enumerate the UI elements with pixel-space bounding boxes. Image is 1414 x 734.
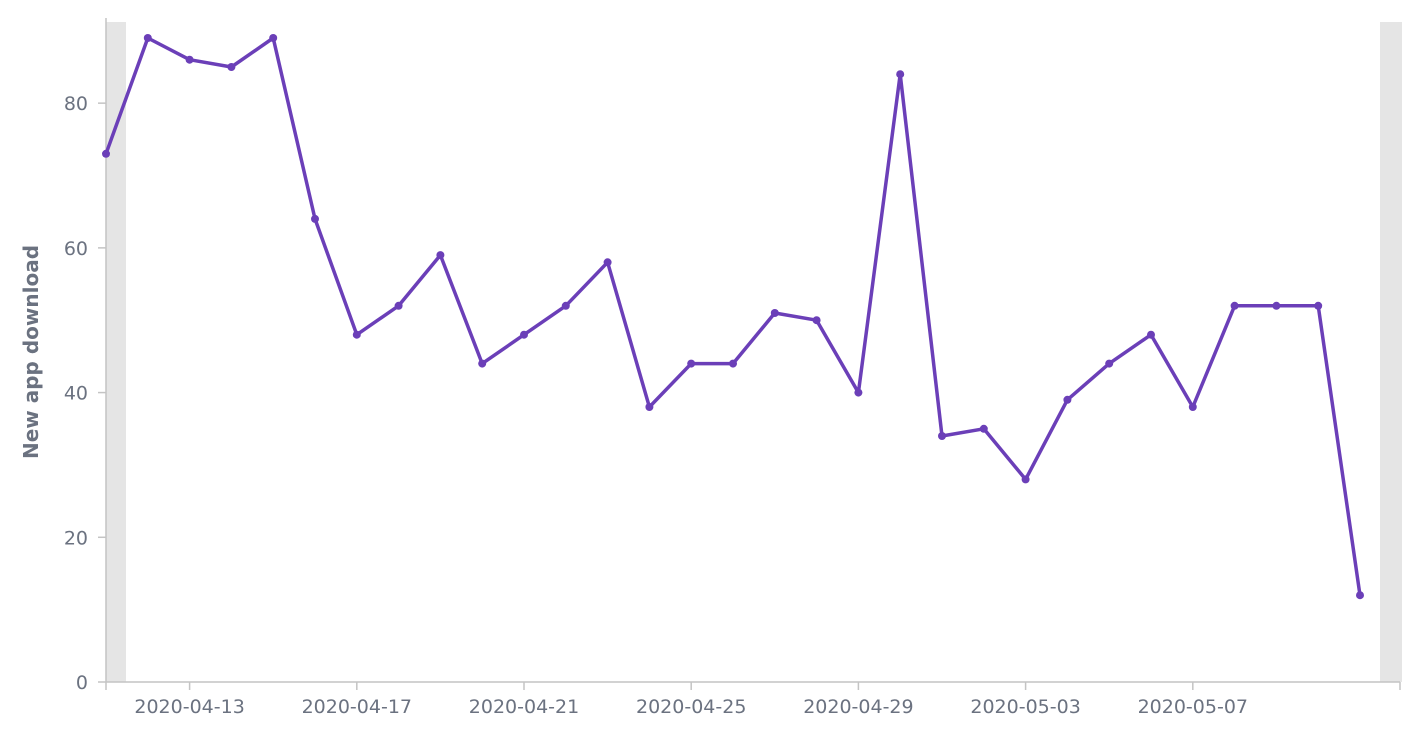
x-tick-label: 2020-05-03 xyxy=(970,696,1080,718)
data-point xyxy=(269,34,278,42)
data-point xyxy=(1230,301,1239,310)
y-tick-label: 40 xyxy=(64,383,88,405)
y-tick-label: 20 xyxy=(64,527,88,549)
data-point xyxy=(896,70,905,79)
data-point xyxy=(1063,395,1072,404)
data-point xyxy=(729,359,737,368)
x-tick-label: 2020-04-17 xyxy=(302,696,412,718)
data-point xyxy=(311,214,319,223)
x-tick-label: 2020-05-07 xyxy=(1138,696,1248,718)
x-tick-label: 2020-04-21 xyxy=(469,696,579,718)
data-point xyxy=(979,424,988,433)
data-point xyxy=(102,149,110,158)
data-point xyxy=(478,359,487,368)
x-tick-label: 2020-04-13 xyxy=(134,696,244,718)
y-tick-label: 0 xyxy=(76,672,88,694)
y-tick-label: 80 xyxy=(64,93,88,115)
data-point xyxy=(1188,403,1197,411)
data-point xyxy=(938,432,946,440)
brush-handle-right[interactable] xyxy=(1380,22,1402,682)
data-point xyxy=(1105,359,1114,368)
series-group xyxy=(102,34,1364,600)
data-point xyxy=(1272,301,1281,310)
data-point xyxy=(1356,591,1364,600)
data-point xyxy=(645,403,654,411)
y-tick-label: 60 xyxy=(64,238,88,260)
brush-handle-left[interactable] xyxy=(106,22,126,682)
data-point xyxy=(1021,475,1030,484)
x-tick-label: 2020-04-25 xyxy=(636,696,746,718)
data-point xyxy=(561,301,570,310)
data-point xyxy=(854,388,863,397)
data-point xyxy=(227,63,236,71)
data-point xyxy=(1314,301,1323,310)
data-point xyxy=(1147,330,1155,339)
data-point xyxy=(352,330,361,339)
series-line xyxy=(104,36,1362,596)
data-point xyxy=(185,55,194,64)
data-point xyxy=(812,316,821,325)
data-point xyxy=(143,34,152,42)
data-point xyxy=(687,359,696,368)
axes: 0 20 40 60 80 2020-04-13 2020-04-17 2020-04-21 2… xyxy=(64,18,1401,718)
data-point xyxy=(770,309,779,317)
y-axis-title: New app download xyxy=(19,245,43,459)
data-point xyxy=(436,251,445,260)
x-tick-label: 2020-04-29 xyxy=(803,696,913,718)
data-point xyxy=(520,330,528,339)
data-point xyxy=(394,301,403,310)
data-point xyxy=(603,258,612,267)
